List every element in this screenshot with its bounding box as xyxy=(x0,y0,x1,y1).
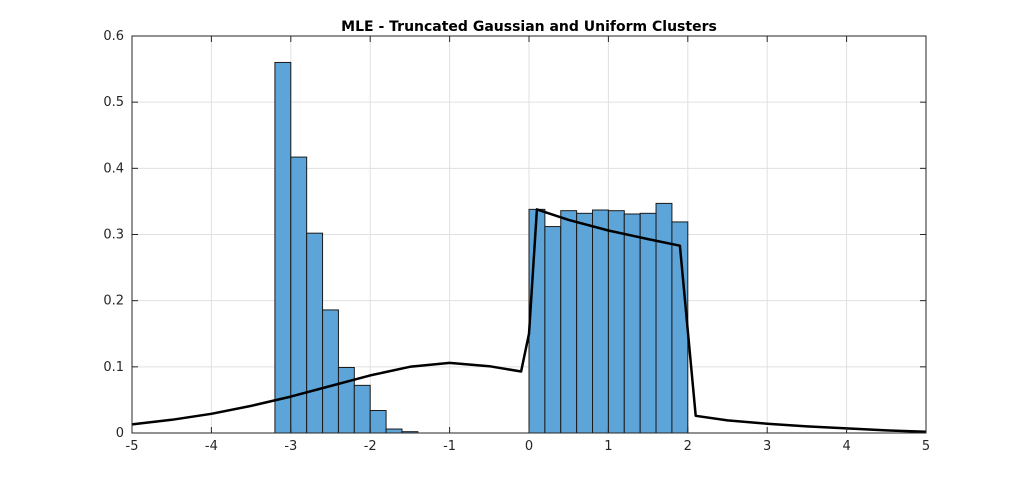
density-line xyxy=(131,208,927,433)
histogram-bar xyxy=(322,309,339,434)
y-tick-label: 0.1 xyxy=(103,360,124,375)
histogram-bar xyxy=(369,410,387,434)
histogram-bar xyxy=(655,202,673,434)
histogram-bar xyxy=(607,210,625,434)
x-tick-label: 4 xyxy=(842,439,850,454)
axes: -5 -4 -3 -2 -1 0 1 2 3 4 5 0 0.1 0.2 0.3 0.4 0.5 0.6 xyxy=(103,29,930,454)
histogram-bar xyxy=(353,384,371,434)
x-tick-label: -1 xyxy=(443,439,456,454)
y-tick-label: 0.2 xyxy=(103,294,124,309)
chart-title: MLE - Truncated Gaussian and Uniform Clu… xyxy=(341,19,717,35)
y-tick-label: 0.3 xyxy=(103,228,124,243)
x-tick-label: -5 xyxy=(126,439,139,454)
histogram-bar xyxy=(274,61,292,434)
y-tick-label: 0.5 xyxy=(103,95,124,110)
histogram-bar xyxy=(576,212,594,434)
x-tick-label: 1 xyxy=(604,439,612,454)
histogram-bar xyxy=(385,428,403,434)
histogram-bar xyxy=(623,213,641,434)
histogram-bar xyxy=(592,209,609,434)
x-tick-label: 5 xyxy=(922,439,930,454)
x-tick-label: -3 xyxy=(284,439,297,454)
histogram-bar xyxy=(544,226,562,434)
x-tick-label: 3 xyxy=(763,439,771,454)
histogram-bar xyxy=(290,156,308,434)
y-tick-label: 0 xyxy=(116,426,124,441)
x-tick-label: -4 xyxy=(205,439,218,454)
histogram-bar xyxy=(639,212,657,434)
density-curve xyxy=(131,208,927,433)
histogram-bar xyxy=(306,232,324,434)
histogram-bars xyxy=(274,61,689,434)
y-tick-label: 0.4 xyxy=(103,161,124,176)
y-tick-label: 0.6 xyxy=(103,29,124,44)
histogram-bar xyxy=(528,208,546,434)
histogram-bar xyxy=(560,210,578,434)
histogram-bar xyxy=(337,366,355,434)
x-tick-label: 0 xyxy=(525,439,533,454)
x-tick-label: 2 xyxy=(684,439,692,454)
x-tick-label: -2 xyxy=(364,439,377,454)
